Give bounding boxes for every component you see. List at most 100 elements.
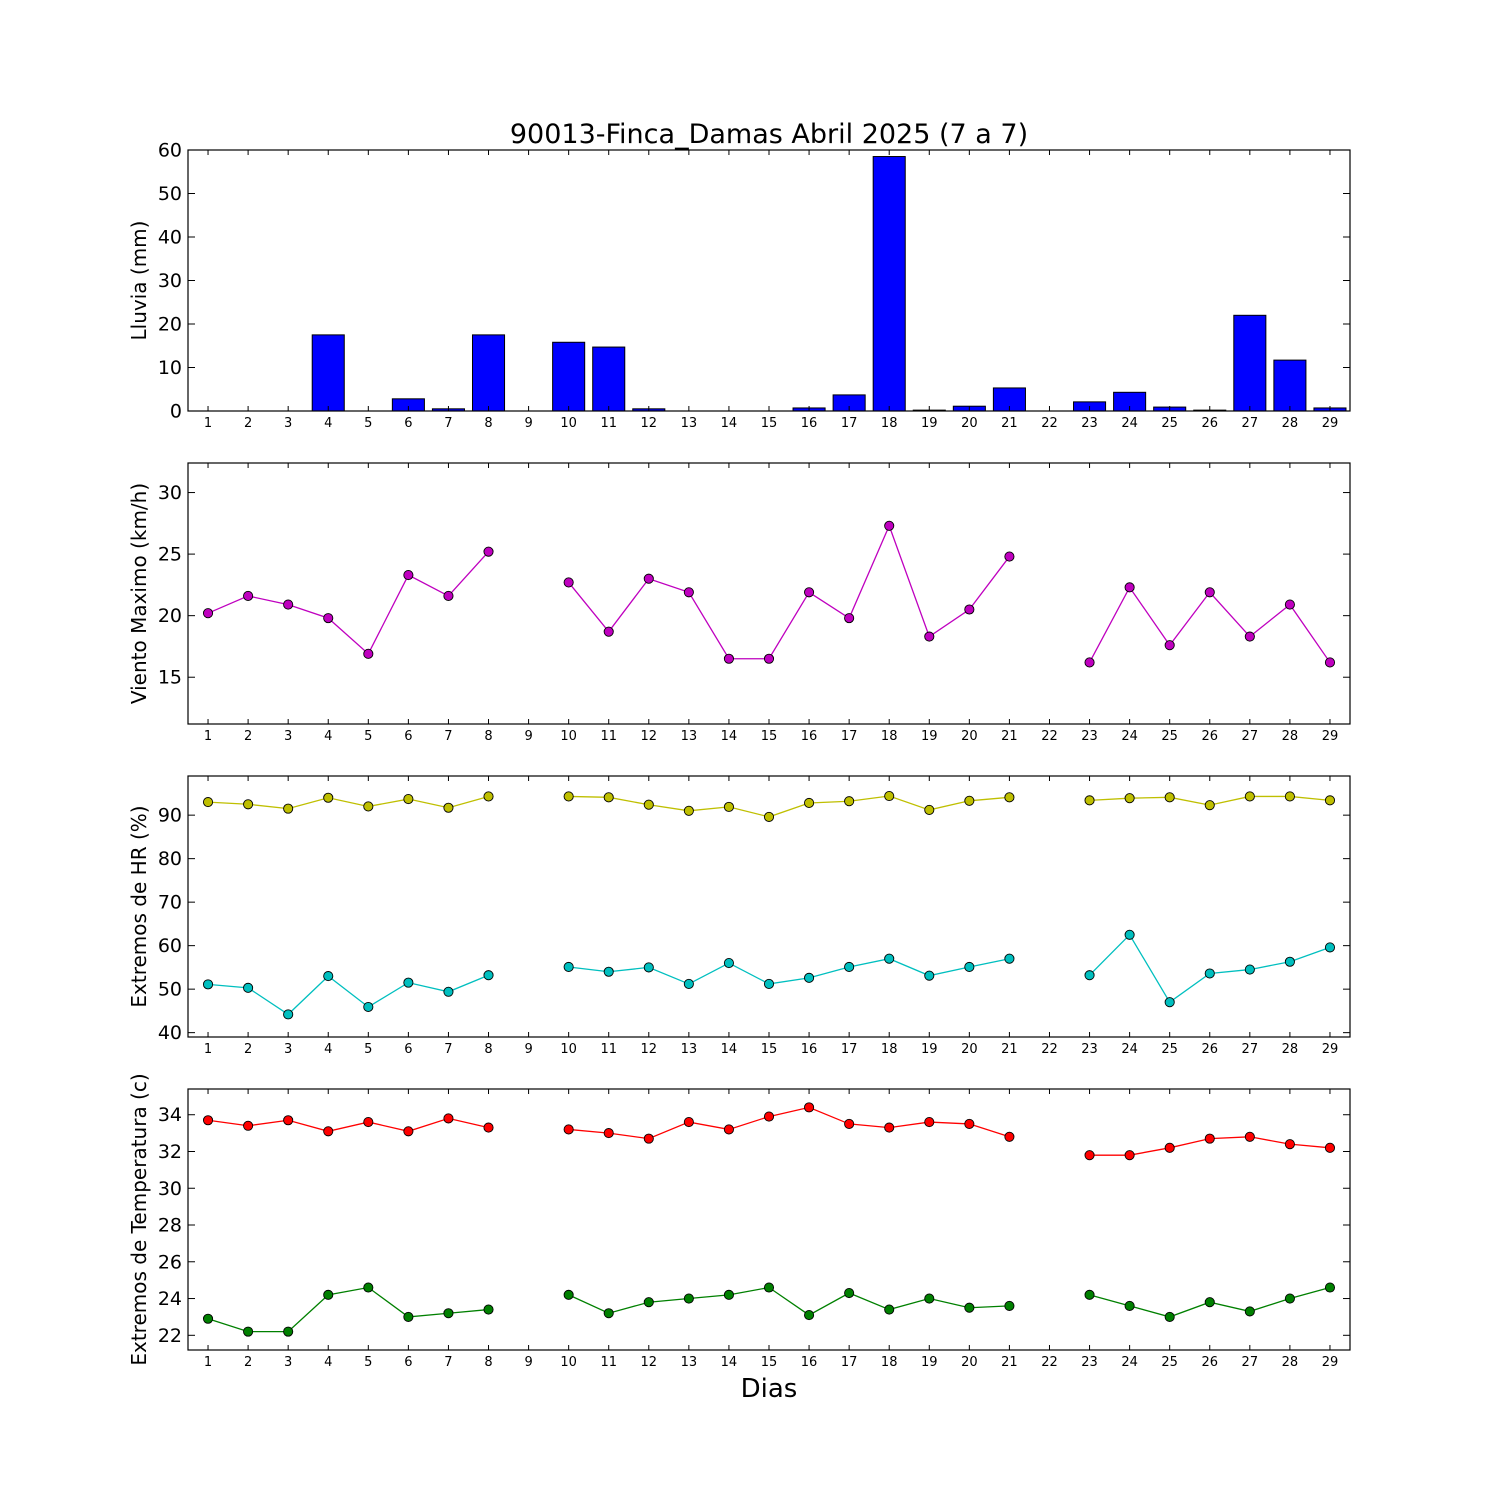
data-point (763, 811, 775, 822)
x-tick-label: 5 (364, 416, 372, 431)
data-point (1244, 1131, 1255, 1142)
bar (552, 341, 586, 412)
data-point (603, 1128, 614, 1139)
x-tick-label: 7 (444, 416, 452, 431)
data-point (763, 1111, 775, 1122)
series-line (568, 958, 1010, 985)
x-tick-label: 15 (761, 1355, 778, 1370)
y-axis-label: Extremos de Temperatura (c) (127, 1073, 151, 1365)
data-point (363, 1117, 374, 1128)
data-point (443, 986, 454, 997)
data-point (1084, 1150, 1095, 1161)
panel-3: 1 2 3 4 5 6 7 8 9 10 11 12 13 14 15 16 17 18 19 20 21 22 23 24 2… (127, 775, 1351, 1057)
data-point (804, 972, 815, 983)
data-point (1164, 997, 1175, 1008)
y-tick-label: 20 (158, 605, 182, 627)
data-point (1164, 1311, 1175, 1322)
x-tick-label: 24 (1121, 416, 1138, 431)
data-point (964, 1118, 975, 1129)
x-tick-label: 11 (600, 1355, 617, 1370)
data-point (1084, 795, 1095, 806)
data-point (1204, 587, 1215, 598)
y-axis-label: Lluvia (mm) (127, 221, 151, 341)
x-tick-label: 7 (444, 729, 452, 744)
data-point (683, 1117, 694, 1128)
data-point (763, 978, 775, 989)
data-point (202, 1115, 214, 1126)
x-tick-label: 8 (484, 729, 492, 744)
x-tick-label: 29 (1322, 1355, 1339, 1370)
data-point (723, 958, 734, 969)
x-tick-label: 4 (324, 416, 332, 431)
x-tick-label: 14 (721, 729, 738, 744)
x-tick-label: 3 (284, 1042, 292, 1057)
data-point (1164, 640, 1175, 651)
x-tick-label: 3 (284, 416, 292, 431)
y-tick-label: 22 (158, 1325, 182, 1347)
y-tick-label: 60 (158, 935, 182, 957)
x-tick-label: 21 (1001, 729, 1018, 744)
data-point (202, 979, 214, 990)
x-tick-label: 23 (1081, 729, 1098, 744)
x-tick-label: 3 (284, 729, 292, 744)
data-point (483, 791, 494, 802)
data-point (643, 1133, 654, 1144)
bar (1273, 359, 1307, 412)
data-point (363, 1001, 374, 1013)
x-tick-label: 8 (484, 416, 492, 431)
x-tick-label: 4 (324, 729, 332, 744)
x-tick-label: 15 (761, 729, 778, 744)
x-tick-label: 5 (364, 729, 372, 744)
bar (1233, 314, 1267, 412)
data-point (1124, 929, 1135, 940)
x-tick-label: 18 (881, 1042, 898, 1057)
x-tick-label: 21 (1001, 1355, 1018, 1370)
x-tick-label: 12 (641, 1042, 658, 1057)
data-point (443, 590, 454, 602)
data-point (1004, 1300, 1015, 1311)
x-tick-label: 16 (801, 1355, 818, 1370)
x-tick-label: 19 (921, 416, 938, 431)
x-tick-label: 5 (364, 1042, 372, 1057)
data-point (844, 961, 855, 973)
x-tick-label: 22 (1041, 1355, 1058, 1370)
x-tick-label: 14 (721, 1042, 738, 1057)
data-point (483, 1122, 494, 1133)
data-point (1004, 953, 1015, 964)
data-point (483, 546, 494, 557)
x-tick-label: 10 (560, 1042, 577, 1057)
x-tick-label: 13 (681, 1042, 698, 1057)
data-point (723, 653, 734, 664)
bar (311, 334, 345, 412)
x-tick-label: 3 (284, 1355, 292, 1370)
data-point (603, 1308, 614, 1319)
data-point (283, 1115, 294, 1126)
series-line (568, 1286, 1010, 1316)
x-tick-label: 13 (681, 729, 698, 744)
data-point (683, 805, 694, 816)
data-point (1004, 551, 1015, 562)
data-point (1284, 1293, 1295, 1304)
data-point (643, 1297, 654, 1308)
x-tick-label: 14 (721, 1355, 738, 1370)
data-point (1284, 599, 1295, 610)
data-point (1324, 657, 1336, 668)
data-point (1244, 631, 1255, 642)
x-tick-label: 1 (204, 1042, 212, 1057)
x-tick-label: 2 (244, 1042, 252, 1057)
x-tick-label: 7 (444, 1042, 452, 1057)
data-point (1124, 793, 1135, 804)
x-tick-label: 29 (1322, 729, 1339, 744)
data-point (804, 1102, 815, 1113)
data-point (683, 587, 694, 598)
y-tick-label: 10 (158, 357, 182, 379)
data-point (1124, 582, 1135, 593)
series-line (207, 974, 489, 1016)
data-point (443, 1113, 454, 1124)
data-point (243, 590, 254, 602)
data-point (643, 573, 654, 584)
bar (872, 156, 906, 412)
x-tick-label: 28 (1282, 1355, 1299, 1370)
x-tick-label: 21 (1001, 1042, 1018, 1057)
x-tick-label: 29 (1322, 1042, 1339, 1057)
